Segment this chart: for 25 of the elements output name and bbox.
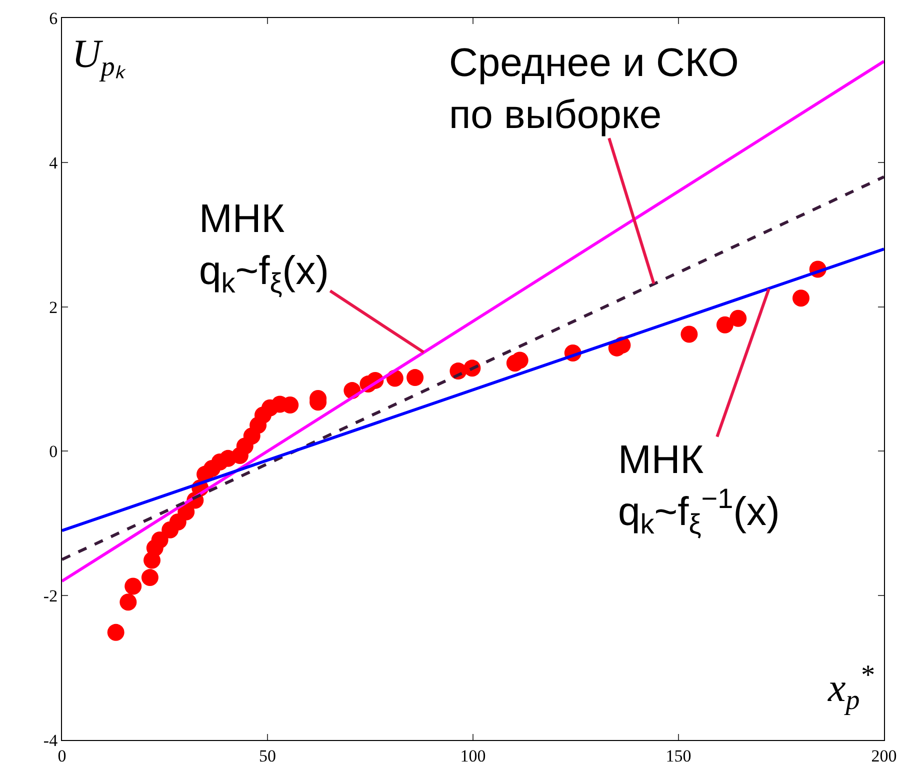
point [151,532,168,548]
x-tick-label: 50 [259,746,276,766]
point [120,594,137,611]
y-tick-label: -2 [43,586,58,606]
point [511,352,528,369]
annotation: МНК q$_{k}$~f$_{ξ}$$^{−1}$(x) [618,438,780,540]
annotation: МНК q$_{k}$~f$_{ξ}$(x) [199,197,329,298]
point [406,369,424,386]
annotation: Среднее и СКО по выборке [449,41,739,137]
x-tick-label: 200 [871,746,897,766]
y-tick-label: 2 [49,298,58,317]
point [124,578,142,595]
y-tick-label: -4 [43,730,58,750]
y-tick-label: 6 [49,8,58,28]
y-tick-label: 4 [49,153,58,172]
point [730,310,747,327]
point [141,569,158,586]
point [716,316,734,334]
y-tick-label: 0 [49,442,58,462]
point [792,290,810,307]
point [680,326,698,343]
y-axis-title: U$_{pₖ}$ [72,31,126,82]
x-tick-label: 100 [460,746,486,766]
point [107,624,124,641]
x-tick-label: 150 [666,746,692,766]
